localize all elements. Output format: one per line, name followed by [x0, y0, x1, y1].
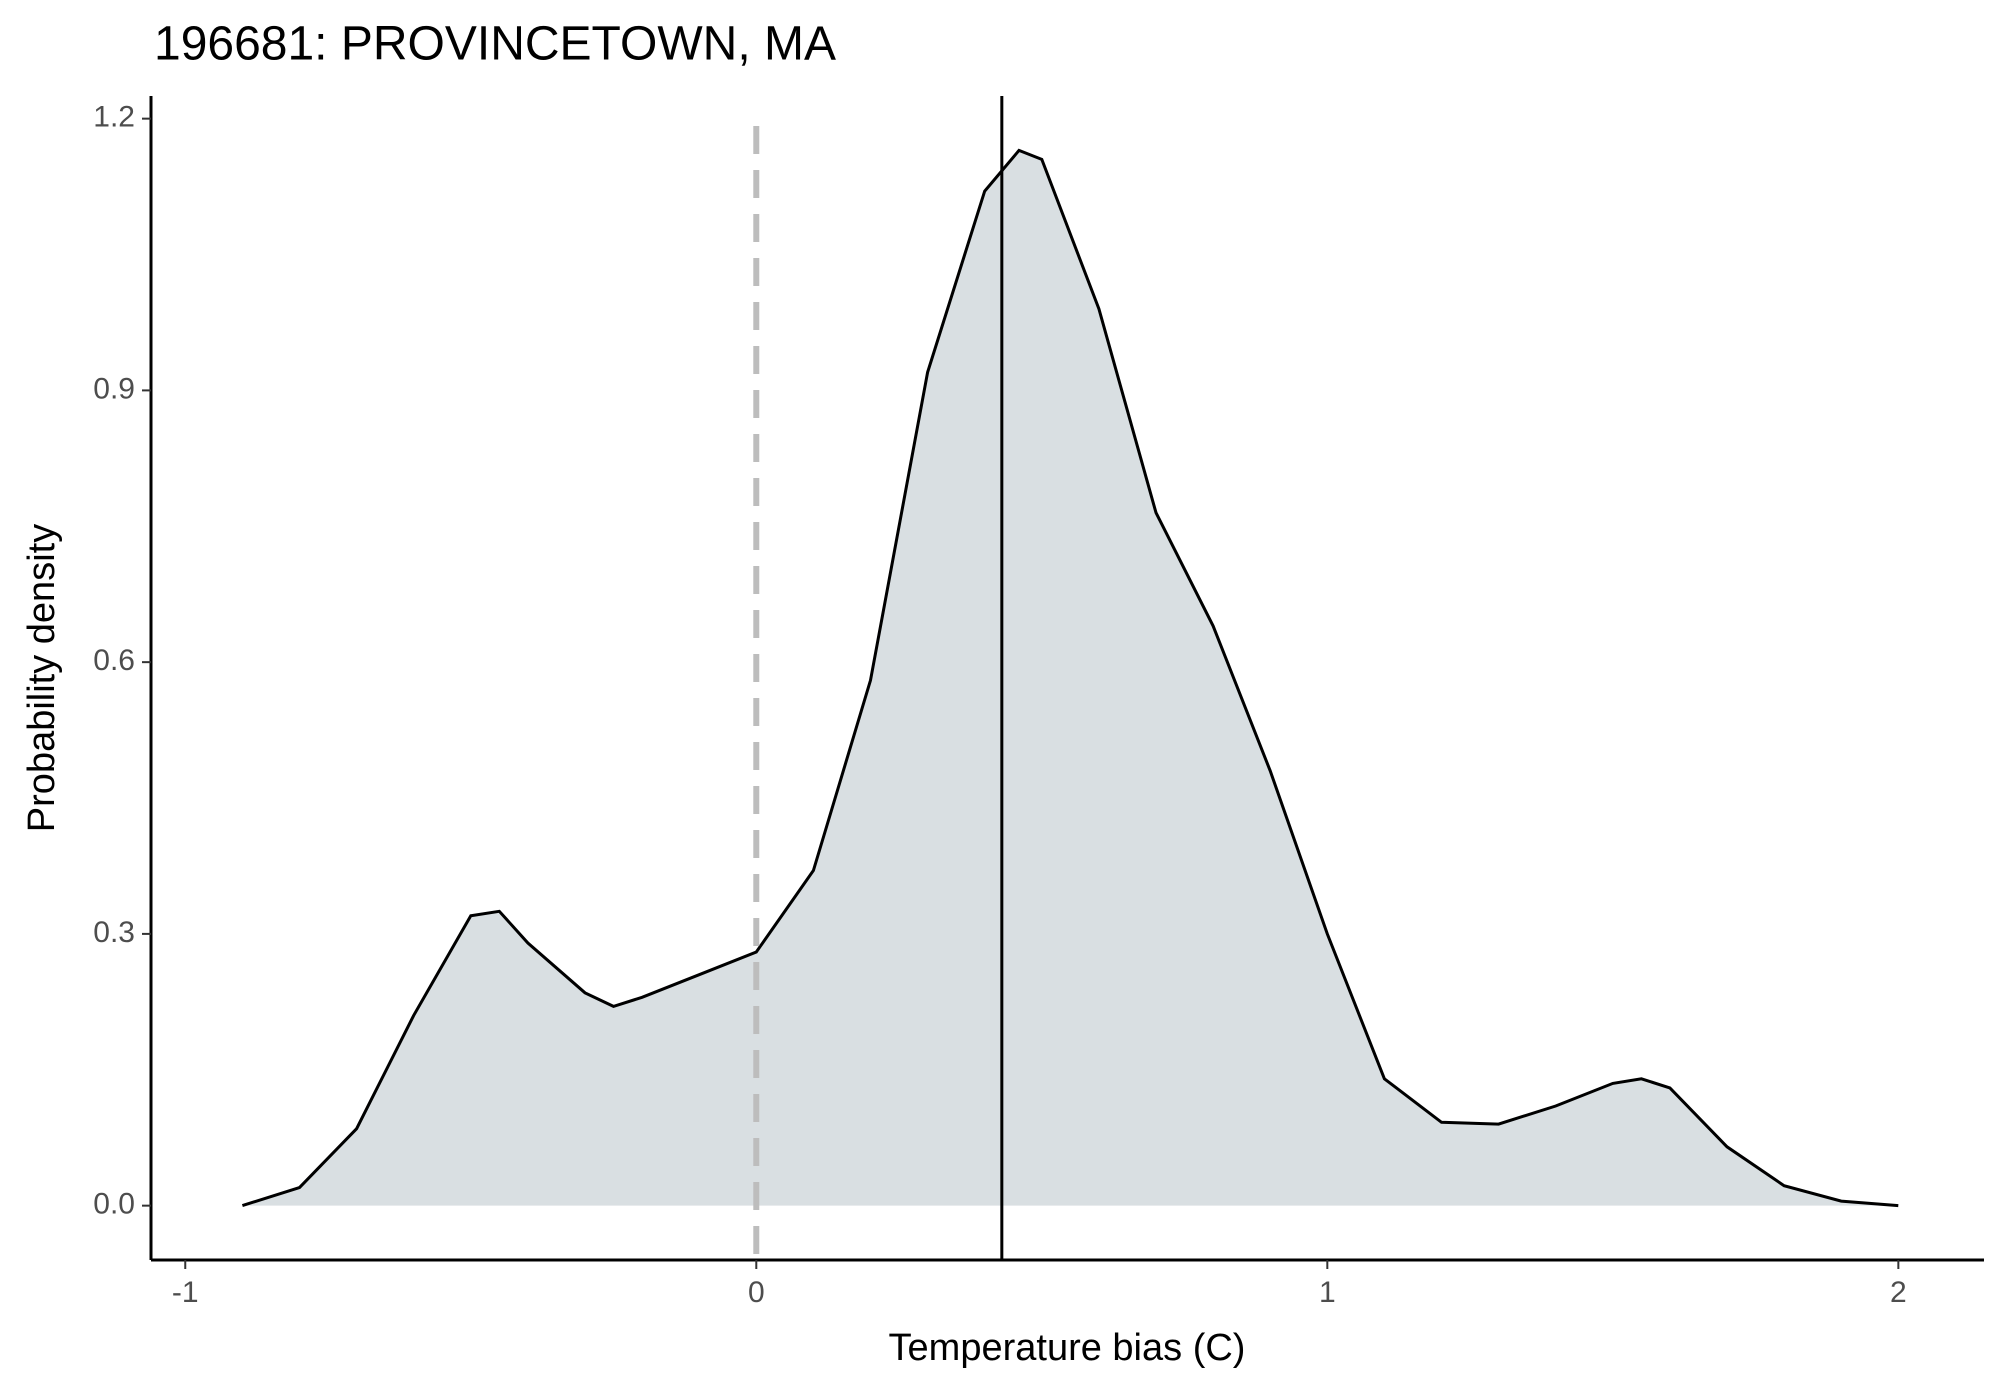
y-tick-label: 0.9: [93, 372, 135, 405]
y-tick-label: 0.0: [93, 1188, 135, 1221]
x-tick-label: 0: [748, 1276, 765, 1309]
density-line: [241, 148, 1899, 1208]
y-tick-label: 0.3: [93, 916, 135, 949]
density-area: [242, 150, 1899, 1206]
x-tick-label: -1: [172, 1276, 199, 1309]
y-tick-label: 0.6: [93, 644, 135, 677]
x-tick-label: 1: [1319, 1276, 1336, 1309]
y-tick-label: 1.2: [93, 101, 135, 134]
x-tick-label: 2: [1890, 1276, 1907, 1309]
x-axis-title: Temperature bias (C): [889, 1327, 1246, 1369]
y-axis-title: Probability density: [21, 524, 63, 832]
chart-title: 196681: PROVINCETOWN, MA: [154, 18, 836, 71]
